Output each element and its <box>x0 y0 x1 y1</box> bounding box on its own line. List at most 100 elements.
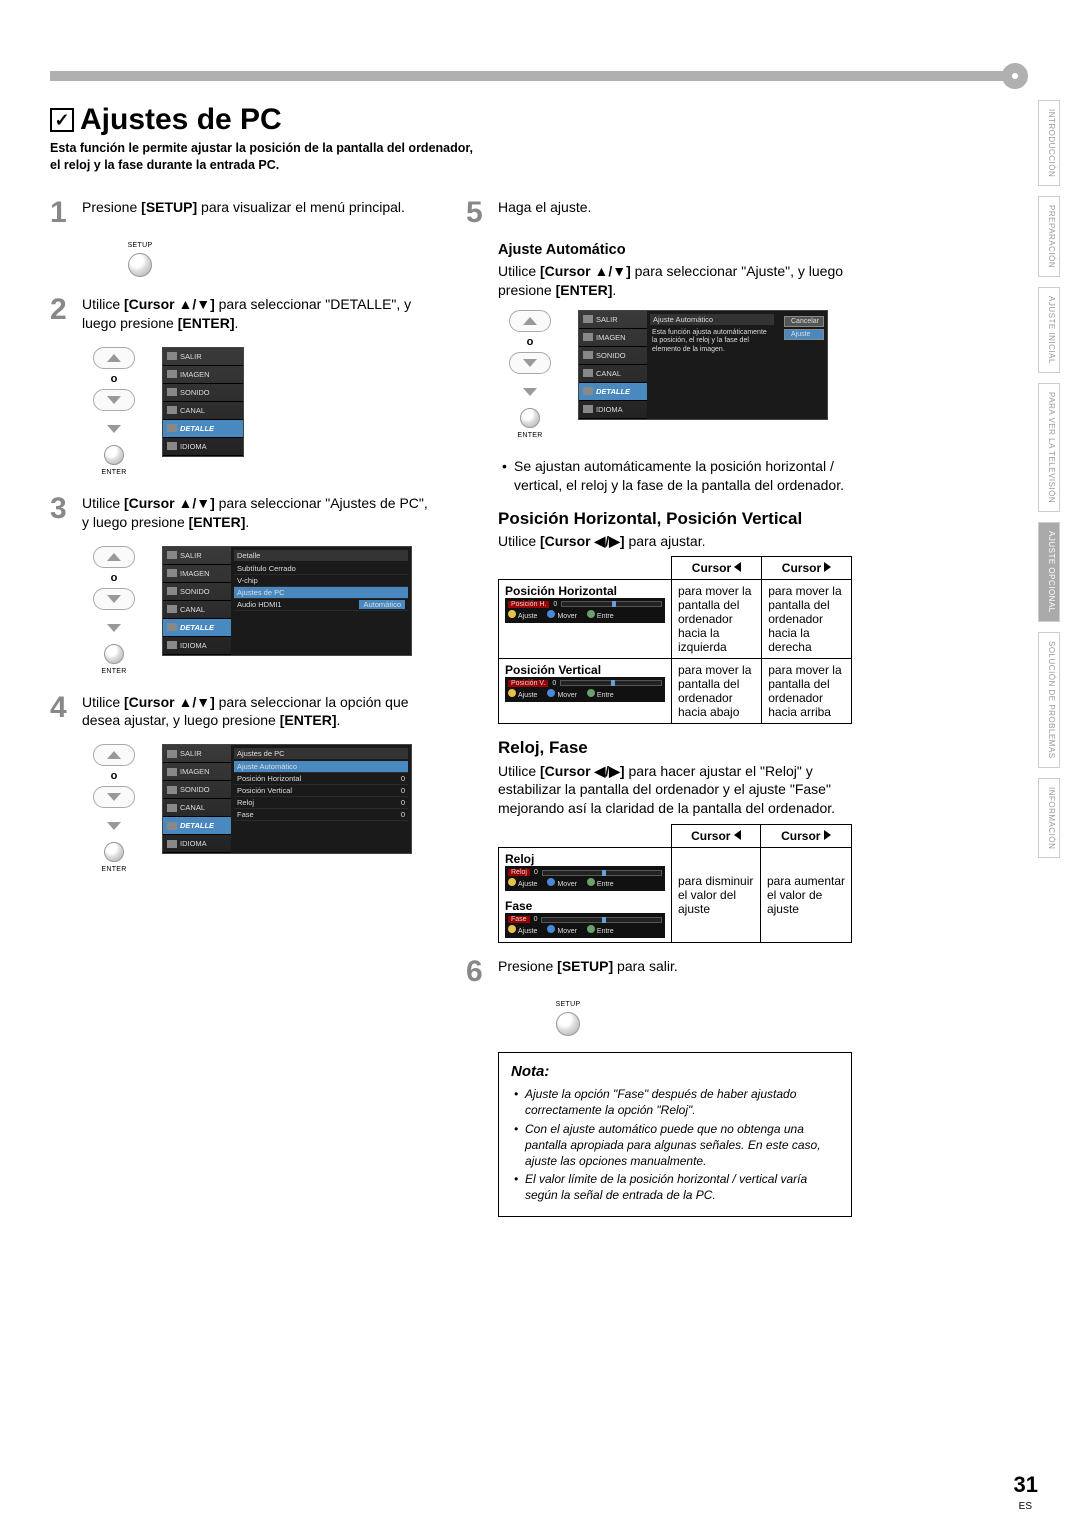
note-item: Ajuste la opción "Fase" después de haber… <box>511 1086 839 1118</box>
page-subtitle: Esta función le permite ajustar la posic… <box>50 140 480 174</box>
note-title: Nota: <box>511 1063 839 1080</box>
osd-salir: SALIR <box>163 348 243 366</box>
left-column: 1 Presione [SETUP] para visualizar el me… <box>50 198 436 1217</box>
osd-sonido: SONIDO <box>163 384 243 402</box>
cell-rf-left: para disminuir el valor del ajuste <box>672 848 761 943</box>
header-circle <box>1002 63 1028 89</box>
reloj-fase-table: Cursor Cursor Reloj Reloj0 AjusteMoverEn… <box>498 824 852 943</box>
cell-pos-v-left: para mover la pantalla del ordenador hac… <box>672 658 762 723</box>
or-label: o <box>111 770 118 782</box>
enter-button-icon <box>104 445 124 465</box>
cell-rf-right: para aumentar el valor de ajuste <box>760 848 851 943</box>
remote-cursor-graphic: o ENTER <box>500 310 560 439</box>
cell-pos-h-right: para mover la pantalla del ordenador hac… <box>762 579 852 658</box>
remote-cursor-graphic: o ENTER <box>84 347 144 476</box>
step-2: 2 Utilice [Cursor ▲/▼] para seleccionar … <box>50 295 436 333</box>
remote-setup-graphic: SETUP <box>538 1001 598 1036</box>
step-1: 1 Presione [SETUP] para visualizar el me… <box>50 198 436 228</box>
step-number: 3 <box>50 494 74 532</box>
note-item: El valor límite de la posición horizonta… <box>511 1171 839 1203</box>
step-text: Presione [SETUP] para visualizar el menú… <box>82 198 436 228</box>
down-button <box>93 389 135 411</box>
step-text: Presione [SETUP] para salir. <box>498 957 852 987</box>
osd-panel-title: Ajuste Automático <box>650 314 774 325</box>
osd-opt: V-chip <box>234 575 408 587</box>
osd-detalle: DETALLE <box>579 383 647 401</box>
setup-button-icon <box>556 1012 580 1036</box>
osd-main-menu: SALIR IMAGEN SONIDO CANAL DETALLE IDIOMA <box>162 347 244 457</box>
step-number: 6 <box>466 957 490 987</box>
setup-label: SETUP <box>556 1001 581 1008</box>
osd-cancel-button: Cancelar <box>784 316 824 327</box>
auto-adjust-graphic: o ENTER SALIR IMAGEN SONIDO CANAL DETALL… <box>500 310 852 439</box>
note-box: Nota: Ajuste la opción "Fase" después de… <box>498 1052 852 1216</box>
or-label: o <box>111 572 118 584</box>
osd-canal: CANAL <box>163 799 231 817</box>
enter-label: ENTER <box>101 668 126 675</box>
page-title-row: ✓ Ajustes de PC <box>50 103 282 137</box>
step-text: Utilice [Cursor ▲/▼] para seleccionar "A… <box>82 494 436 532</box>
row-pos-vertical: Posición Vertical Posición V.0 AjusteMov… <box>499 658 672 723</box>
osd-canal: CANAL <box>163 402 243 420</box>
down-arrow-icon <box>107 822 121 830</box>
checkbox-icon: ✓ <box>50 108 74 132</box>
osd-detalle: DETALLE <box>163 420 243 438</box>
enter-label: ENTER <box>517 432 542 439</box>
osd-opt-selected: Ajustes de PC <box>234 587 408 599</box>
step-number: 5 <box>466 198 490 228</box>
osd-mini-reloj: Reloj0 AjusteMoverEntre <box>505 866 665 891</box>
osd-opt: Subtítulo Cerrado <box>234 563 408 575</box>
or-label: o <box>111 373 118 385</box>
osd-opt: Posición Horizontal0 <box>234 773 408 785</box>
page-title: Ajustes de PC <box>80 103 282 137</box>
auto-adjust-note: Se ajustan automáticamente la posición h… <box>502 457 852 495</box>
osd-sonido: SONIDO <box>163 781 231 799</box>
row-reloj: Reloj Reloj0 AjusteMoverEntre <box>499 848 672 896</box>
osd-pc-menu: SALIR IMAGEN SONIDO CANAL DETALLE IDIOMA… <box>162 744 412 854</box>
down-arrow-icon <box>107 425 121 433</box>
step-3-graphic: o ENTER SALIR IMAGEN SONIDO CANAL DETALL… <box>84 546 436 675</box>
note-item: Con el ajuste automático puede que no ob… <box>511 1121 839 1170</box>
osd-sonido: SONIDO <box>163 583 231 601</box>
enter-button-icon <box>104 842 124 862</box>
col-cursor-right: Cursor <box>760 825 851 848</box>
step-text: Haga el ajuste. <box>498 198 852 228</box>
remote-cursor-graphic: o ENTER <box>84 744 144 873</box>
position-heading: Posición Horizontal, Posición Vertical <box>498 509 852 529</box>
or-label: o <box>527 336 534 348</box>
down-button <box>93 786 135 808</box>
osd-mini-pos-h: Posición H.0 AjusteMoverEntre <box>505 598 665 623</box>
reloj-fase-heading: Reloj, Fase <box>498 738 852 758</box>
osd-panel-title: Ajustes de PC <box>234 748 408 759</box>
setup-label: SETUP <box>128 242 153 249</box>
step-4-graphic: o ENTER SALIR IMAGEN SONIDO CANAL DETALL… <box>84 744 436 873</box>
remote-cursor-graphic: o ENTER <box>84 546 144 675</box>
tab-informacion: INFORMACIÓN <box>1038 778 1060 858</box>
up-button <box>93 744 135 766</box>
osd-salir: SALIR <box>163 547 231 565</box>
setup-button-icon <box>128 253 152 277</box>
col-cursor-right: Cursor <box>762 556 852 579</box>
osd-imagen: IMAGEN <box>163 366 243 384</box>
step-number: 2 <box>50 295 74 333</box>
osd-auto-adjust: SALIR IMAGEN SONIDO CANAL DETALLE IDIOMA… <box>578 310 828 420</box>
page-language: ES <box>1019 1501 1032 1512</box>
section-tabs: INTRODUCCIÓN PREPARACIÓN AJUSTE INICIAL … <box>1038 100 1060 858</box>
tab-preparacion: PREPARACIÓN <box>1038 196 1060 277</box>
osd-imagen: IMAGEN <box>163 565 231 583</box>
osd-canal: CANAL <box>163 601 231 619</box>
osd-detalle: DETALLE <box>163 619 231 637</box>
auto-adjust-heading: Ajuste Automático <box>498 242 852 258</box>
position-table: Cursor Cursor Posición Horizontal Posici… <box>498 556 852 724</box>
step-5: 5 Haga el ajuste. <box>466 198 852 228</box>
tab-ajuste-inicial: AJUSTE INICIAL <box>1038 287 1060 373</box>
osd-mini-pos-v: Posición V.0 AjusteMoverEntre <box>505 677 665 702</box>
enter-label: ENTER <box>101 866 126 873</box>
tab-solucion: SOLUCIÓN DE PROBLEMAS <box>1038 632 1060 768</box>
osd-auto-description: Esta función ajusta automáticamente la p… <box>650 327 774 356</box>
enter-button-icon <box>104 644 124 664</box>
up-button <box>93 546 135 568</box>
step-number: 1 <box>50 198 74 228</box>
reloj-fase-text: Utilice [Cursor ◀/▶] para hacer ajustar … <box>498 762 852 819</box>
step-number: 4 <box>50 693 74 731</box>
